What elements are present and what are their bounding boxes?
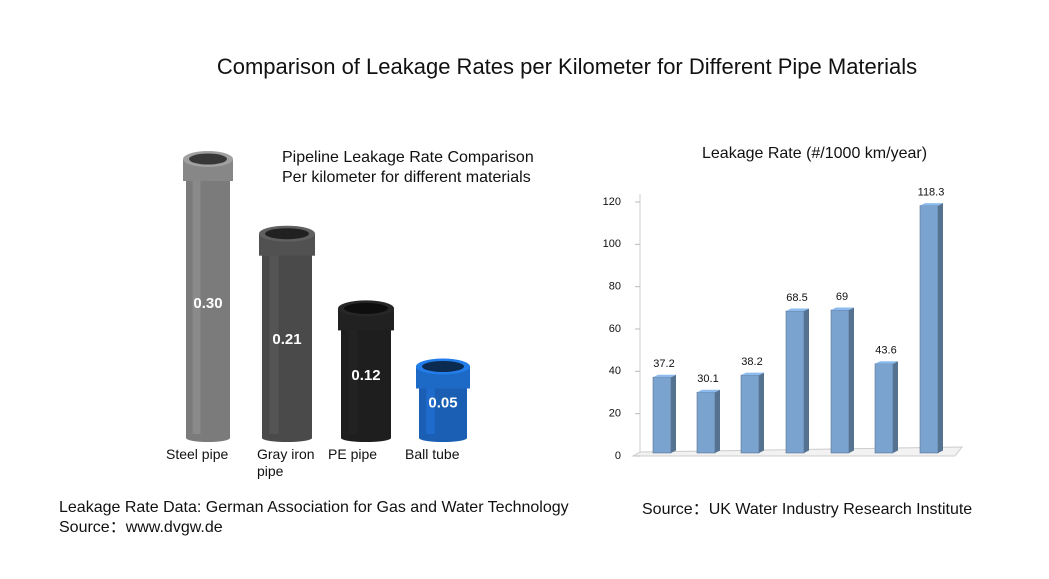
pipe bbox=[416, 358, 470, 442]
pipe-bottom bbox=[186, 434, 230, 442]
y-tick-label: 20 bbox=[609, 408, 621, 420]
pipe-hole bbox=[422, 361, 464, 372]
bar-side bbox=[804, 308, 809, 453]
value-label: 69 bbox=[836, 291, 848, 303]
bar-side bbox=[849, 307, 854, 453]
y-tick-label: 60 bbox=[609, 323, 621, 335]
value-label: 118.3 bbox=[918, 187, 945, 199]
bar-front bbox=[785, 310, 805, 454]
category-label-box: Gray iron pipe bbox=[257, 446, 315, 479]
category-label-box: Ball tube bbox=[405, 446, 460, 462]
bar-side bbox=[759, 372, 764, 453]
value-label: 68.5 bbox=[786, 292, 807, 304]
value-label: 43.6 bbox=[875, 345, 896, 357]
bar-side bbox=[715, 389, 720, 453]
pipe bbox=[338, 300, 394, 442]
bar bbox=[919, 203, 943, 454]
bar-top bbox=[831, 307, 854, 310]
bar-front bbox=[919, 205, 939, 454]
right-source: Source：UK Water Industry Research Instit… bbox=[642, 501, 972, 518]
left-title: Pipeline Leakage Rate Comparison bbox=[282, 149, 534, 166]
pipe-hole bbox=[189, 153, 227, 165]
bar-front bbox=[652, 376, 672, 454]
bar-front bbox=[740, 374, 760, 454]
pipe bbox=[183, 151, 233, 442]
bar bbox=[785, 308, 809, 454]
bar-top bbox=[741, 372, 764, 376]
bar-side bbox=[671, 374, 676, 453]
category-label: PE pipe bbox=[328, 446, 378, 462]
value-label: 37.2 bbox=[653, 358, 674, 370]
left-source: Source：www.dvgw.de bbox=[59, 519, 223, 536]
right-title: Leakage Rate (#/1000 km/year) bbox=[702, 145, 927, 162]
y-tick-label: 80 bbox=[609, 281, 621, 293]
bar bbox=[874, 361, 898, 454]
category-label: Steel pipe bbox=[166, 446, 229, 462]
value-label: 0.12 bbox=[351, 367, 380, 384]
category-label-box: PE pipe bbox=[328, 446, 378, 462]
bar-top bbox=[697, 389, 720, 393]
main-title: Comparison of Leakage Rates per Kilomete… bbox=[217, 54, 917, 79]
category-label-box: Steel pipe bbox=[166, 446, 229, 462]
y-tick-label: 100 bbox=[603, 238, 621, 250]
category-label: Gray iron pipe bbox=[257, 446, 315, 479]
bar-top bbox=[653, 374, 676, 378]
value-label: 30.1 bbox=[697, 373, 718, 385]
pipe-bottom bbox=[262, 434, 312, 442]
pipe-shine bbox=[348, 320, 358, 434]
bar-top bbox=[920, 203, 943, 206]
pipe-bottom bbox=[419, 434, 467, 442]
y-tick-label: 120 bbox=[603, 196, 621, 208]
pipe-hole bbox=[344, 302, 388, 314]
bar-side bbox=[938, 203, 943, 453]
bar-front bbox=[830, 309, 850, 454]
pipe-bottom bbox=[341, 434, 391, 442]
bar bbox=[740, 372, 764, 454]
left-subtitle: Per kilometer for different materials bbox=[282, 169, 531, 186]
pipe-shine bbox=[192, 171, 201, 434]
category-label: Ball tube bbox=[405, 446, 460, 462]
bar-front bbox=[696, 391, 716, 454]
value-label: 38.2 bbox=[741, 356, 762, 368]
bar-side bbox=[893, 361, 898, 453]
value-label: 0.05 bbox=[428, 395, 457, 412]
value-label: 0.21 bbox=[272, 331, 301, 348]
bar-top bbox=[875, 361, 898, 364]
bar bbox=[830, 307, 854, 454]
bar-top bbox=[786, 308, 809, 312]
pipe-shine bbox=[269, 245, 279, 434]
bar bbox=[652, 374, 676, 454]
bar bbox=[696, 389, 720, 454]
pipe bbox=[259, 225, 315, 442]
y-tick-label: 40 bbox=[609, 365, 621, 377]
bar-front bbox=[874, 363, 894, 454]
pipe-shine bbox=[426, 378, 435, 434]
value-label: 0.30 bbox=[193, 295, 222, 312]
pipe-hole bbox=[265, 228, 309, 240]
y-tick-label: 0 bbox=[615, 450, 621, 462]
left-source: Leakage Rate Data: German Association fo… bbox=[59, 499, 569, 516]
